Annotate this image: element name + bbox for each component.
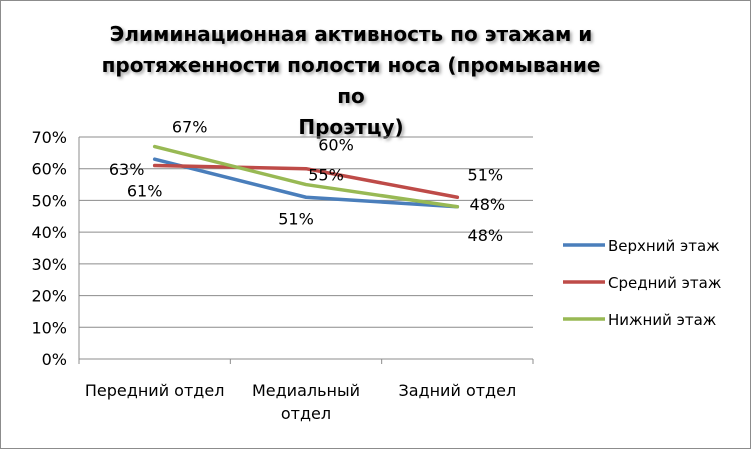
legend-label: Нижний этаж [608, 311, 716, 329]
series-line-2 [152, 163, 460, 200]
legend-label: Средний этаж [608, 274, 721, 292]
legend-label: Верхний этаж [608, 237, 720, 255]
y-tick-label: 10% [31, 318, 67, 337]
data-label: 48% [470, 195, 506, 214]
x-tick-label: Медиальный [252, 381, 360, 400]
data-label: 51% [278, 209, 314, 228]
data-label: 67% [172, 118, 208, 137]
y-tick-label: 60% [31, 160, 67, 179]
series-line-1 [152, 157, 460, 209]
data-label: 61% [127, 182, 163, 201]
series-line-3 [152, 144, 460, 209]
chart-title-line-2: протяженности полости носа (промывание п… [101, 53, 601, 108]
data-label: 48% [468, 226, 504, 245]
data-label: 51% [468, 165, 504, 184]
y-tick-label: 20% [31, 287, 67, 306]
x-tick-label: отдел [281, 404, 331, 423]
y-tick-label: 30% [31, 255, 67, 274]
data-label: 55% [308, 166, 344, 185]
y-tick-label: 40% [31, 223, 67, 242]
x-tick-label: Задний отдел [398, 381, 516, 400]
chart-title-line-1: Элиминационная активность по этажам и [109, 22, 593, 46]
data-label: 60% [318, 136, 354, 155]
x-tick-label: Передний отдел [85, 381, 225, 400]
y-tick-label: 50% [31, 191, 67, 210]
chart-title-line-3: Проэтцу) [298, 115, 404, 139]
y-tick-label: 0% [42, 350, 67, 369]
y-tick-label: 70% [31, 128, 67, 147]
data-label: 63% [109, 160, 145, 179]
chart-title: Элиминационная активность по этажам и пр… [91, 19, 611, 143]
